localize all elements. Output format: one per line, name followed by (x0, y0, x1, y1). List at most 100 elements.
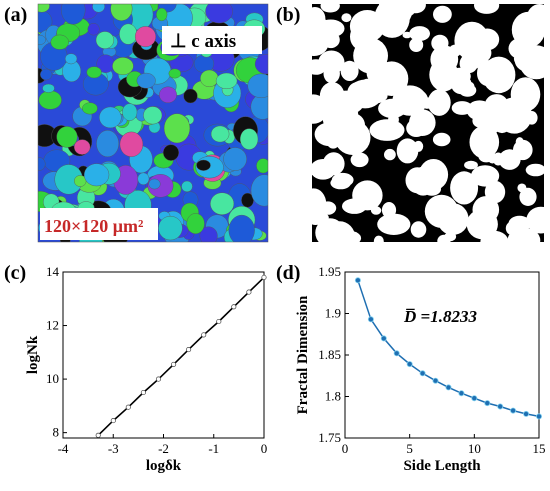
white-region (433, 5, 452, 23)
grain (162, 144, 179, 161)
white-region (526, 4, 544, 35)
data-point (497, 403, 504, 410)
axis-annotation: ⊥ c axis (170, 31, 236, 52)
white-region (322, 152, 345, 176)
grain (200, 69, 219, 87)
x-tick-label: 0 (342, 441, 349, 456)
grain (96, 130, 120, 158)
data-point (380, 335, 387, 342)
chart-d: 0 5 10 15 1.75 1.8 1.85 1.9 1.95 Side Length Fract… (295, 264, 546, 474)
data-point (354, 277, 361, 284)
scale-label-box (40, 208, 158, 240)
grain (181, 180, 193, 193)
chart-c: -4 -3 -2 -1 0 8 10 12 14 logδk logNk (25, 264, 267, 474)
grain (240, 128, 259, 150)
y-tick-label: 1.95 (318, 264, 341, 279)
grain (50, 34, 69, 50)
white-region (378, 98, 407, 119)
x-tick-label: 10 (468, 441, 481, 456)
white-region (326, 134, 340, 149)
y-tick-label: 12 (46, 318, 59, 333)
white-region (384, 148, 396, 161)
grain (122, 103, 138, 121)
grain (223, 147, 247, 171)
y-tick-label: 1.9 (325, 306, 341, 321)
fractal-dimension-annotation: D̅ =1.8233 (403, 307, 477, 326)
y-axis-label: Fractal Dimension (295, 295, 311, 414)
grain (205, 4, 233, 24)
white-region (360, 78, 374, 91)
data-point (246, 289, 252, 295)
white-region (437, 203, 469, 236)
grain (64, 53, 78, 65)
grain (137, 172, 150, 186)
data-point (393, 350, 400, 357)
plot-frame (344, 271, 540, 439)
white-region (464, 160, 478, 170)
grain (168, 68, 182, 79)
data-point (536, 413, 543, 420)
white-region (359, 56, 377, 71)
white-region (513, 39, 535, 58)
data-point (171, 361, 177, 367)
grain (42, 83, 55, 93)
white-region (396, 138, 419, 164)
white-region (474, 4, 500, 14)
x-tick-label: -2 (158, 441, 169, 456)
grain (228, 214, 255, 242)
grain (163, 113, 191, 144)
grain (99, 106, 122, 129)
grain (143, 106, 163, 125)
grain (112, 57, 134, 75)
white-region (315, 212, 329, 223)
grain (159, 86, 177, 104)
white-region (464, 42, 492, 64)
panel-label-d: (d) (276, 262, 301, 284)
grain (40, 68, 53, 81)
y-tick-label: 1.75 (318, 430, 341, 445)
plot-frame (62, 271, 265, 439)
white-region (377, 213, 411, 235)
grain (250, 174, 268, 207)
white-region (350, 22, 374, 51)
white-region (328, 92, 356, 109)
grain (38, 34, 46, 45)
grain (82, 102, 98, 115)
x-tick-label: -4 (58, 441, 69, 456)
white-region (427, 89, 451, 116)
data-point (458, 390, 465, 397)
white-region (429, 58, 459, 92)
white-region (350, 152, 369, 168)
white-region (369, 119, 405, 141)
data-point (510, 407, 517, 414)
y-tick-label: 10 (46, 371, 59, 386)
white-region (321, 120, 345, 140)
grain (247, 73, 268, 98)
white-region (508, 215, 531, 232)
y-tick-label: 8 (53, 425, 60, 440)
white-region (525, 163, 544, 177)
data-point (155, 376, 162, 382)
white-region (410, 166, 436, 196)
data-point (95, 432, 101, 438)
axis-annotation-box (162, 26, 262, 54)
data-point (110, 418, 116, 424)
white-region (373, 235, 384, 242)
white-region (320, 4, 340, 13)
white-region (410, 221, 427, 238)
white-region (513, 139, 533, 161)
grain (156, 7, 168, 22)
data-point (201, 332, 207, 338)
grain (183, 88, 198, 104)
data-point (445, 384, 452, 391)
white-region (479, 208, 494, 224)
white-region (324, 221, 356, 242)
white-region (341, 13, 352, 23)
grain (210, 192, 235, 215)
panel-label-c: (c) (4, 262, 27, 284)
series-line (357, 280, 540, 418)
white-region (463, 186, 477, 198)
grain (56, 126, 78, 148)
white-region (409, 38, 424, 52)
